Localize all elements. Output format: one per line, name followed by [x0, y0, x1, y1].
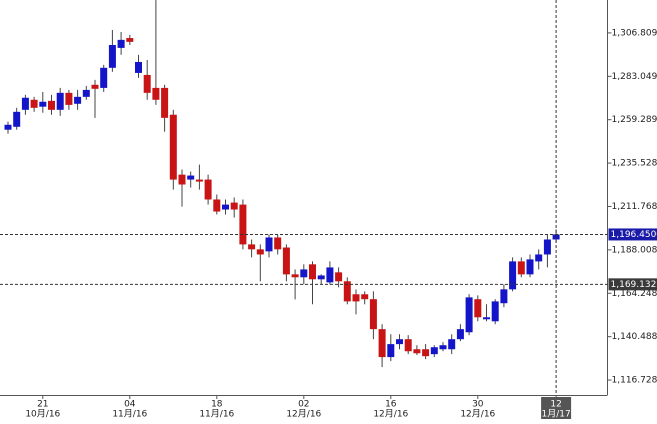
candle-body — [491, 301, 499, 322]
x-tick-label: 04 — [124, 400, 136, 410]
candle-body — [126, 38, 134, 42]
candle-body — [369, 299, 377, 330]
candle-body — [65, 92, 73, 105]
candle-body — [543, 239, 551, 255]
candle-body — [117, 39, 125, 48]
candle-body — [291, 274, 299, 278]
x-tick-label: 30 — [472, 400, 484, 410]
candle-body — [230, 202, 238, 210]
candle-body — [213, 199, 221, 212]
candle-body — [222, 204, 229, 210]
x-tick-label: 16 — [385, 400, 397, 410]
candle-body — [187, 175, 195, 180]
candle-body — [21, 97, 29, 110]
candle-body — [248, 244, 256, 250]
x-tick-label: 12 — [550, 400, 561, 410]
y-tick-label: 1,235.52889 — [612, 159, 657, 169]
candle-body — [91, 84, 99, 89]
candle-body — [483, 317, 490, 320]
candle-body — [135, 61, 142, 73]
candle-body — [526, 259, 534, 275]
candle-body — [161, 87, 169, 118]
candle-body — [56, 92, 64, 110]
x-tick-label: 21 — [37, 400, 48, 410]
candle-body — [378, 329, 386, 358]
y-tick-label: 1,188.00854 — [612, 245, 657, 255]
x-tick-sublabel: 1月/17 — [541, 409, 570, 420]
current-price-label: 1,196.45000 — [611, 230, 657, 240]
candle-body — [169, 114, 177, 180]
candle-body — [517, 261, 525, 275]
x-tick-sublabel: 12月/16 — [286, 409, 321, 420]
x-tick-sublabel: 11月/16 — [199, 409, 234, 420]
candle-body — [343, 281, 351, 302]
candle-body — [474, 299, 482, 318]
candle-body — [387, 344, 395, 358]
candle-body — [274, 237, 282, 250]
y-tick-label: 1,140.48820 — [612, 332, 657, 342]
candle-body — [100, 67, 108, 88]
candle-body — [430, 347, 438, 355]
candle-body — [239, 204, 247, 245]
y-tick-label: 1,259.28906 — [612, 115, 657, 125]
reference-price-label-box — [608, 278, 657, 291]
candle-body — [256, 249, 264, 255]
y-tick-label: 1,211.76871 — [612, 202, 657, 212]
candle-body — [361, 294, 369, 300]
y-tick-label: 1,306.80940 — [612, 28, 657, 38]
candle-body — [152, 87, 160, 100]
candle-body — [535, 254, 543, 262]
candle-body — [352, 294, 360, 302]
candle-body — [39, 101, 47, 107]
candle-body — [265, 237, 273, 252]
candle-body — [448, 339, 456, 350]
candle-body — [4, 124, 12, 130]
x-tick-label: 02 — [298, 400, 309, 410]
candle-body — [422, 349, 430, 357]
candle-body — [439, 345, 447, 350]
candle-body — [74, 96, 82, 104]
y-tick-label: 1,283.04923 — [612, 72, 657, 82]
reference-price-label: 1,169.13238 — [611, 280, 657, 290]
candle-body — [500, 289, 508, 304]
candle-body — [404, 339, 412, 352]
candle-body — [335, 272, 343, 282]
candle-body — [108, 44, 116, 68]
candle-body — [48, 100, 55, 110]
y-tick-label: 1,116.72803 — [612, 376, 657, 386]
candle-body — [195, 179, 203, 182]
candle-body — [300, 269, 308, 278]
x-tick-sublabel: 12月/16 — [373, 409, 408, 420]
candle-body — [456, 329, 464, 340]
x-tick-sublabel: 12月/16 — [460, 409, 495, 420]
x-label-highlight — [541, 397, 572, 419]
candle-body — [317, 275, 325, 280]
candle-body — [204, 179, 212, 200]
x-tick-sublabel: 10月/16 — [25, 409, 60, 420]
current-price-label-box — [608, 228, 657, 241]
candle-body — [509, 261, 517, 290]
candle-body — [309, 264, 316, 280]
candle-body — [282, 247, 290, 275]
y-tick-label: 1,164.24837 — [612, 289, 657, 299]
candle-body — [396, 339, 403, 345]
x-tick-sublabel: 11月/16 — [112, 409, 147, 420]
candle-body — [30, 99, 38, 108]
candle-body — [143, 74, 151, 93]
candle-body — [326, 267, 334, 283]
x-tick-label: 18 — [211, 400, 223, 410]
candle-body — [13, 111, 21, 127]
candle-body — [465, 297, 473, 333]
candle-body — [413, 349, 421, 354]
candle-body — [178, 174, 186, 185]
candle-body — [82, 89, 90, 97]
